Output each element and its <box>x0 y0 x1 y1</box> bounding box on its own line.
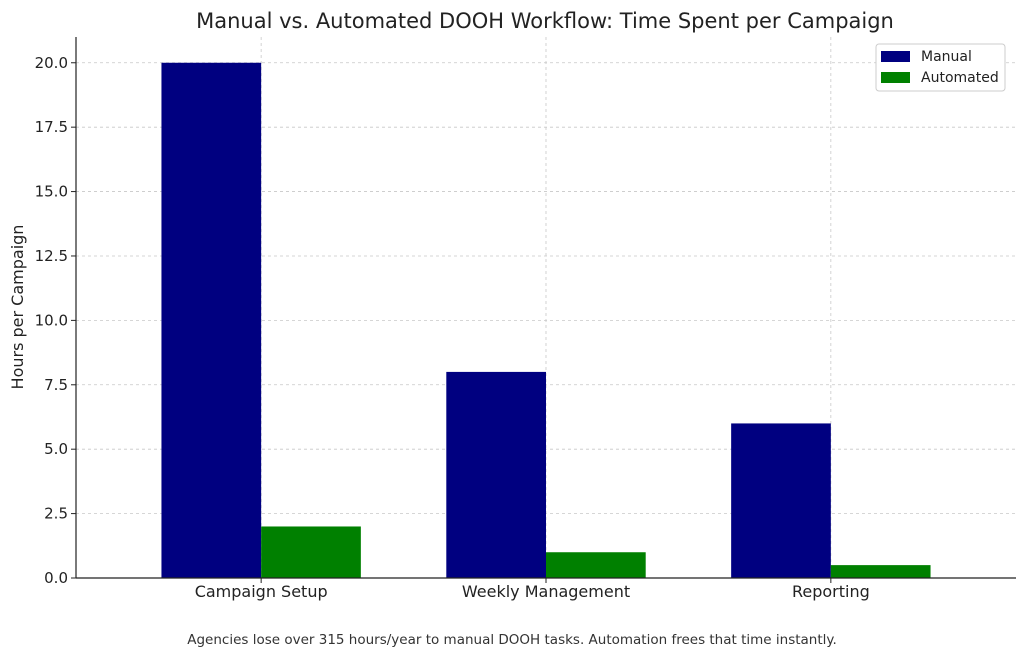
legend: Manual Automated <box>875 43 1006 92</box>
chart-caption: Agencies lose over 315 hours/year to man… <box>187 632 837 648</box>
legend-swatch-manual <box>881 51 910 62</box>
y-tick-label: 12.5 <box>35 247 68 265</box>
legend-label-automated: Automated <box>921 70 999 86</box>
y-tick-label: 5.0 <box>44 440 68 458</box>
bar-chart: Manual vs. Automated DOOH Workflow: Time… <box>8 9 1016 601</box>
x-tick-label: Reporting <box>792 582 870 601</box>
x-tick-label: Weekly Management <box>462 582 630 601</box>
x-tick-label: Campaign Setup <box>195 582 328 601</box>
bars <box>161 62 931 579</box>
tick-labels: 0.0 2.5 5.0 7.5 10.0 12.5 15.0 17.5 20.0 Campaign… <box>35 54 870 601</box>
legend-label-manual: Manual <box>921 49 972 65</box>
bar-manual-1 <box>446 371 546 578</box>
bar-automated-2 <box>830 565 931 578</box>
y-axis-label: Hours per Campaign <box>8 225 27 390</box>
bar-automated-1 <box>546 552 646 578</box>
y-tick-label: 2.5 <box>44 505 68 523</box>
legend-swatch-automated <box>881 72 910 83</box>
bar-automated-0 <box>261 526 361 578</box>
y-tick-label: 10.0 <box>35 311 68 329</box>
y-tick-label: 17.5 <box>35 118 68 136</box>
bar-manual-2 <box>731 423 831 578</box>
axes <box>71 37 1016 583</box>
y-tick-label: 15.0 <box>35 183 68 201</box>
y-tick-label: 0.0 <box>44 569 68 587</box>
y-tick-label: 7.5 <box>44 376 68 394</box>
chart-title: Manual vs. Automated DOOH Workflow: Time… <box>196 9 894 33</box>
bar-manual-0 <box>161 62 262 579</box>
y-tick-label: 20.0 <box>35 54 68 72</box>
